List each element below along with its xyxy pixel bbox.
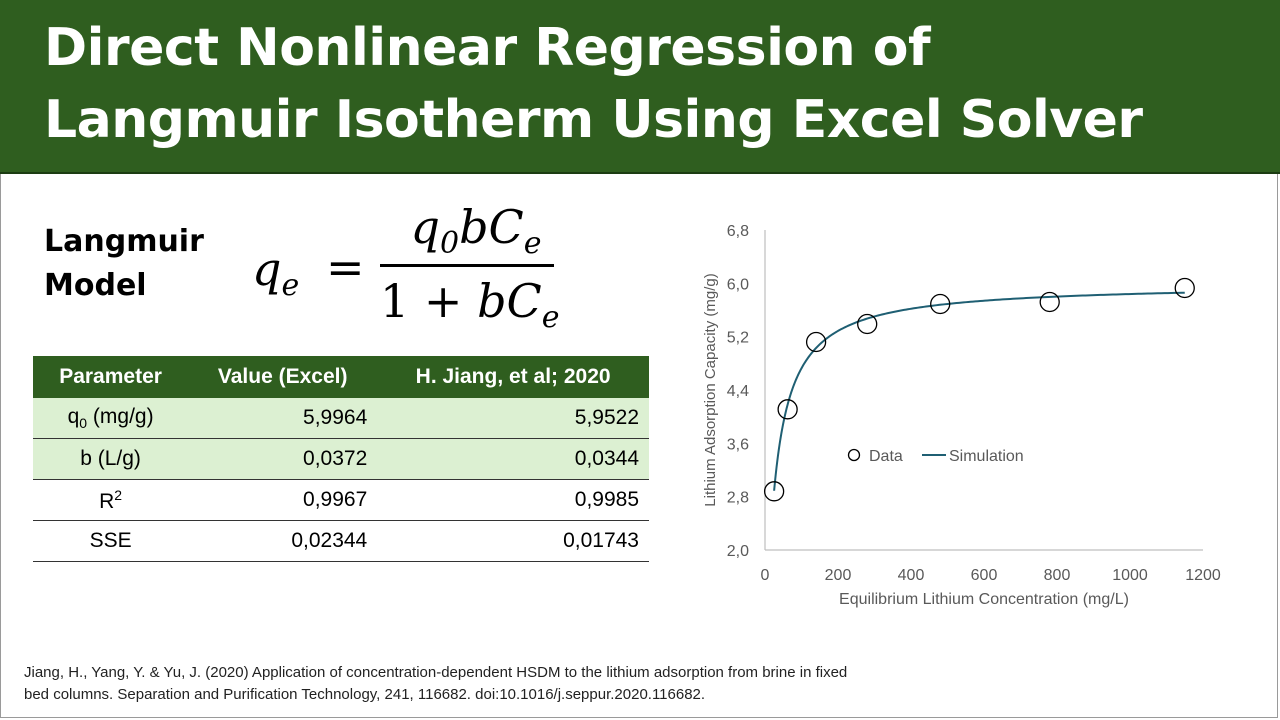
citation-line-1: Jiang, H., Yang, Y. & Yu, J. (2020) Appl…: [24, 664, 848, 681]
title-banner: Direct Nonlinear Regression of Langmuir …: [0, 0, 1280, 174]
legend-simulation-label: Simulation: [949, 448, 1024, 465]
isotherm-chart: 2,0 2,8 3,6 4,4 5,2 6,0 6,8 0 200 400 600 800 1000 12…: [702, 223, 1221, 608]
y-tick-label: 6,0: [727, 276, 749, 293]
data-point: [930, 293, 951, 315]
param-sse: SSE: [33, 520, 189, 562]
table-row: SSE 0,02344 0,01743: [33, 520, 649, 562]
x-axis-label: Equilibrium Lithium Concentration (mg/L): [839, 591, 1129, 608]
x-tick-label: 600: [971, 567, 998, 584]
header-value-excel: Value (Excel): [188, 356, 378, 398]
legend-data-marker: [847, 448, 861, 462]
y-tick-label: 4,4: [727, 383, 749, 400]
citation-line-2: bed columns. Separation and Purification…: [24, 686, 706, 703]
table-row: b (L/g) 0,0372 0,0344: [33, 438, 649, 480]
value-excel: 0,9967: [188, 479, 378, 521]
data-point: [857, 313, 878, 335]
formula-lhs: qe: [252, 242, 300, 304]
x-tick-label: 0: [761, 567, 770, 584]
x-tick-label: 400: [898, 567, 925, 584]
header-jiang: H. Jiang, et al; 2020: [377, 356, 649, 398]
y-tick-label: 5,2: [727, 330, 749, 347]
data-point: [763, 481, 785, 502]
table-row: q0 (mg/g) 5,9964 5,9522: [33, 398, 649, 439]
slide-title: Direct Nonlinear Regression of Langmuir …: [44, 12, 1143, 156]
formula-denominator: 1 + bCe: [380, 274, 560, 336]
value-jiang: 5,9522: [377, 398, 649, 439]
citation: Jiang, H., Yang, Y. & Yu, J. (2020) Appl…: [24, 662, 1004, 706]
formula-equals: =: [326, 240, 365, 294]
param-r2: R2: [33, 479, 189, 521]
value-excel: 5,9964: [188, 398, 378, 439]
legend-data-label: Data: [869, 448, 903, 465]
y-tick-label: 6,8: [727, 223, 749, 240]
table-row: R2 0,9967 0,9985: [33, 479, 649, 521]
data-point: [777, 399, 798, 420]
value-jiang: 0,9985: [377, 479, 649, 521]
x-tick-label: 800: [1044, 567, 1071, 584]
data-point: [805, 331, 827, 353]
y-tick-label: 3,6: [727, 436, 749, 453]
x-tick-label: 1000: [1112, 567, 1148, 584]
title-line-2: Langmuir Isotherm Using Excel Solver: [44, 90, 1143, 150]
parameter-table: Parameter Value (Excel) H. Jiang, et al;…: [33, 356, 649, 562]
data-point: [1174, 277, 1195, 299]
formula-fraction-bar: [380, 264, 554, 267]
param-b: b (L/g): [33, 438, 189, 480]
y-tick-label: 2,8: [727, 490, 749, 507]
param-q0: q0 (mg/g): [33, 398, 189, 439]
simulation-line: [773, 291, 1185, 491]
model-label: Langmuir Model: [44, 220, 224, 308]
value-excel: 0,02344: [188, 520, 378, 562]
title-line-1: Direct Nonlinear Regression of: [44, 18, 931, 78]
x-tick-label: 200: [825, 567, 852, 584]
model-label-line-1: Langmuir: [44, 224, 204, 259]
value-jiang: 0,01743: [377, 520, 649, 562]
langmuir-formula: qe = q0bCe 1 + bCe: [252, 200, 572, 340]
data-point: [1039, 291, 1060, 313]
value-jiang: 0,0344: [377, 438, 649, 480]
y-axis-label: Lithium Adsorption Capacity (mg/g): [702, 273, 719, 506]
formula-numerator: q0bCe: [410, 200, 542, 262]
value-excel: 0,0372: [188, 438, 378, 480]
x-tick-label: 1200: [1185, 567, 1221, 584]
model-label-line-2: Model: [44, 268, 147, 303]
table-header-row: Parameter Value (Excel) H. Jiang, et al;…: [33, 356, 649, 398]
header-parameter: Parameter: [33, 356, 189, 398]
y-tick-label: 2,0: [727, 543, 749, 560]
